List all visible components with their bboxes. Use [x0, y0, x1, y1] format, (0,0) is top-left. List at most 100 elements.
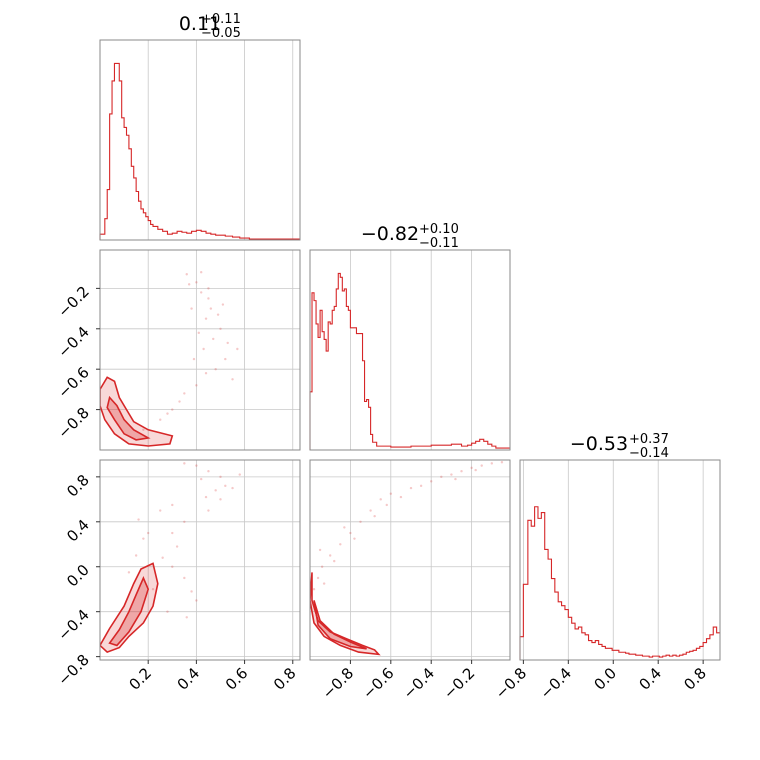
scatter-1-2-contour-inner [313, 600, 367, 650]
xtick-label-0-3: 0.8 [270, 664, 300, 694]
scatter-1-2-point-21 [373, 514, 376, 518]
title-param-0: 0.11 [179, 13, 221, 35]
scatter-1-2-contour-outer [310, 572, 381, 656]
scatter-0-1-frame [99, 249, 301, 451]
scatter-1-2-point-24 [440, 475, 443, 479]
scatter-0-2-point-27 [171, 503, 174, 507]
scatter-0-1-point-22 [204, 372, 208, 375]
panels-group: 0.2 0.4 0.6 0.8 −0.8 −0.6 −0.4 −0.2 −0.8 −0.4 0.0 0… [54, 39, 721, 703]
title-param-0-minus: −0.05 [201, 26, 241, 41]
xtick-label-0-2: 0.6 [222, 664, 252, 694]
scatter-0-1-point-4 [190, 307, 193, 310]
scatter-0-1-point-11 [231, 378, 234, 381]
scatter-0-2-point-7 [183, 520, 186, 523]
scatter-0-1-point-24 [178, 400, 181, 403]
hist-1-frame [309, 249, 511, 451]
scatter-1-2-point-17 [500, 461, 504, 464]
ytick-label-1-1: −0.6 [54, 363, 92, 401]
title-param-2-plus: +0.37 [629, 432, 669, 447]
scatter-0-2-point-9 [159, 509, 162, 512]
scatter-1-2-point-6 [359, 520, 362, 523]
scatter-1-2-point-14 [470, 466, 473, 470]
xtick-label-1-1: −0.6 [359, 664, 397, 702]
ytick-label-1-0: −0.8 [54, 404, 92, 442]
xtick-label-0-1: 0.4 [174, 664, 204, 694]
scatter-0-1-point-19 [209, 307, 213, 310]
hist-1-panel [309, 249, 511, 451]
scatter-0-1-panel [99, 249, 301, 451]
xtick-label-2-2: 0.0 [590, 664, 620, 694]
scatter-0-2-point-18 [200, 477, 203, 481]
scatter-0-2-point-5 [219, 498, 222, 501]
scatter-0-1-point-13 [183, 392, 186, 395]
ytick-label-2-4: 0.8 [63, 471, 93, 501]
scatter-0-1-point-21 [192, 357, 196, 361]
scatter-0-1-point-2 [200, 291, 203, 294]
ytick-label-2-0: −0.8 [54, 651, 92, 689]
scatter-0-1-point-15 [159, 418, 162, 421]
scatter-1-2-point-13 [460, 470, 463, 473]
scatter-1-2-point-20 [353, 537, 356, 540]
title-param-2: −0.53 [570, 433, 628, 455]
xtick-label-0-0: 0.2 [125, 664, 155, 694]
hist-2-panel [519, 459, 721, 661]
scatter-0-2-content [100, 462, 241, 654]
scatter-0-2-point-10 [146, 531, 150, 535]
scatter-0-1-point-12 [195, 384, 198, 387]
hist-2-frame [519, 459, 721, 661]
histogram-1-steps [309, 272, 510, 450]
scatter-0-1-point-27 [216, 313, 220, 316]
scatter-1-2-frame [309, 459, 511, 661]
hist-0-frame [99, 39, 301, 241]
scatter-0-1-contour-outer [100, 376, 174, 447]
scatter-0-1-point-28 [200, 271, 203, 274]
scatter-0-1-point-1 [195, 281, 198, 284]
histogram-2-steps [519, 506, 720, 660]
scatter-1-2-point-3 [329, 554, 332, 557]
scatter-0-1-point-7 [212, 337, 215, 341]
histogram-0-steps [99, 62, 300, 240]
scatter-0-2-point-16 [151, 588, 155, 591]
scatter-0-2-frame [99, 459, 301, 661]
scatter-0-2-point-12 [171, 565, 174, 568]
scatter-0-2-point-28 [214, 489, 217, 492]
scatter-0-2-contour-inner [108, 575, 150, 647]
scatter-0-2-point-3 [219, 475, 222, 479]
scatter-1-2-point-8 [379, 498, 382, 501]
scatter-0-2-point-1 [195, 464, 198, 467]
scatter-0-2-point-26 [127, 571, 131, 574]
scatter-1-2-point-25 [474, 468, 477, 472]
scatter-0-2-point-6 [207, 509, 210, 512]
scatter-0-1-point-10 [214, 367, 217, 371]
scatter-1-2-point-12 [450, 473, 453, 476]
scatter-1-2-point-2 [320, 565, 324, 568]
scatter-1-2-point-4 [339, 543, 342, 546]
scatter-0-2-point-2 [207, 470, 210, 473]
title-param-2-minus: −0.14 [629, 446, 669, 461]
scatter-0-2-panel [99, 459, 301, 661]
xtick-label-1-0: −0.8 [319, 664, 357, 702]
scatter-0-1-point-9 [224, 357, 227, 361]
ytick-label-1-3: −0.2 [54, 282, 92, 320]
scatter-0-2-point-24 [238, 473, 241, 476]
scatter-0-1-point-3 [207, 287, 210, 290]
scatter-0-2-point-13 [183, 576, 186, 580]
scatter-0-1-point-20 [226, 341, 229, 345]
scatter-1-2-point-11 [430, 480, 433, 483]
scatter-0-1-point-18 [197, 331, 200, 335]
scatter-1-2-panel [309, 459, 511, 661]
scatter-0-1-point-6 [219, 327, 222, 330]
scatter-1-2-point-10 [409, 486, 413, 490]
ytick-label-1-2: −0.4 [54, 323, 92, 361]
scatter-0-2-point-17 [142, 537, 145, 540]
scatter-0-1-point-5 [204, 317, 208, 320]
scatter-1-2-point-15 [480, 464, 483, 467]
scatter-0-2-point-20 [175, 545, 179, 548]
scatter-1-2-point-0 [312, 588, 316, 591]
scatter-1-2-point-18 [322, 582, 326, 585]
scatter-0-2-contour-outer [100, 562, 159, 654]
scatter-0-2-point-21 [161, 556, 164, 559]
scatter-1-2-point-1 [316, 576, 320, 580]
scatter-0-2-point-23 [204, 495, 208, 499]
scatter-1-2-point-29 [454, 477, 457, 481]
